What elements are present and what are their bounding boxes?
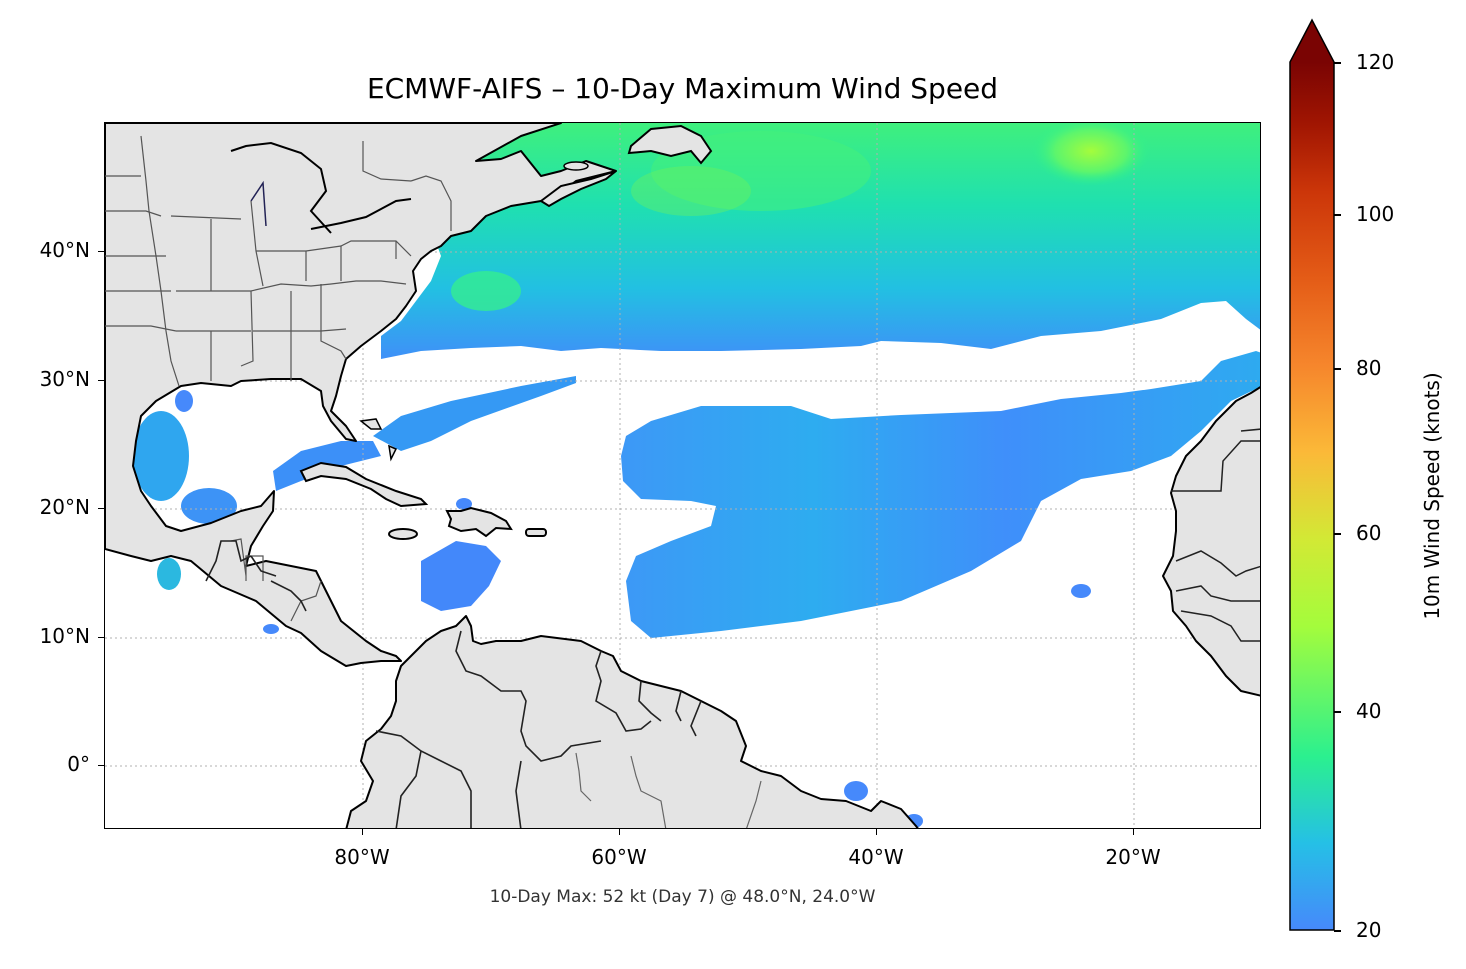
y-tick-mark bbox=[98, 508, 104, 509]
y-tick-label: 30°N bbox=[39, 367, 90, 391]
y-tick-label: 10°N bbox=[39, 624, 90, 648]
x-tick-label: 60°W bbox=[591, 845, 647, 869]
colorbar-tick-mark bbox=[1334, 533, 1341, 535]
y-tick-mark bbox=[98, 765, 104, 766]
colorbar-tick-label: 60 bbox=[1356, 521, 1382, 545]
map-plot-area bbox=[104, 122, 1261, 829]
x-tick-label: 20°W bbox=[1105, 845, 1161, 869]
colorbar-tick-label: 120 bbox=[1356, 50, 1395, 74]
colorbar-tick-mark bbox=[1334, 711, 1341, 713]
x-tick-label: 40°W bbox=[848, 845, 904, 869]
wind-field-trades bbox=[621, 351, 1260, 638]
land-north-america bbox=[105, 123, 713, 667]
colorbar-tick-mark bbox=[1334, 214, 1341, 216]
y-tick-label: 0° bbox=[67, 752, 90, 776]
colorbar-tick-label: 40 bbox=[1356, 699, 1382, 723]
x-tick-label: 80°W bbox=[334, 845, 390, 869]
colorbar-tick-mark bbox=[1334, 930, 1341, 932]
colorbar-tick-label: 80 bbox=[1356, 356, 1382, 380]
x-tick-mark bbox=[1133, 829, 1134, 835]
y-tick-mark bbox=[98, 637, 104, 638]
chart-title: ECMWF-AIFS – 10-Day Maximum Wind Speed bbox=[366, 72, 999, 105]
x-tick-mark bbox=[876, 829, 877, 835]
colorbar-tick-mark bbox=[1334, 368, 1341, 370]
colorbar bbox=[1289, 18, 1335, 931]
x-tick-mark bbox=[362, 829, 363, 835]
y-tick-label: 20°N bbox=[39, 495, 90, 519]
map-canvas bbox=[105, 123, 1260, 828]
x-tick-mark bbox=[619, 829, 620, 835]
y-tick-mark bbox=[98, 380, 104, 381]
max-wind-caption: 10-Day Max: 52 kt (Day 7) @ 48.0°N, 24.0… bbox=[489, 887, 876, 907]
land-south-america bbox=[345, 615, 919, 828]
colorbar-label: 10m Wind Speed (knots) bbox=[1420, 372, 1444, 620]
colorbar-gradient bbox=[1289, 18, 1335, 931]
colorbar-tick-label: 20 bbox=[1356, 918, 1382, 942]
land-africa bbox=[1162, 386, 1260, 697]
admin-borders bbox=[105, 135, 452, 622]
colorbar-tick-mark bbox=[1334, 62, 1341, 64]
y-tick-label: 40°N bbox=[39, 238, 90, 262]
colorbar-tick-label: 100 bbox=[1356, 202, 1395, 226]
central-america-borders bbox=[205, 540, 307, 612]
y-tick-mark bbox=[98, 251, 104, 252]
